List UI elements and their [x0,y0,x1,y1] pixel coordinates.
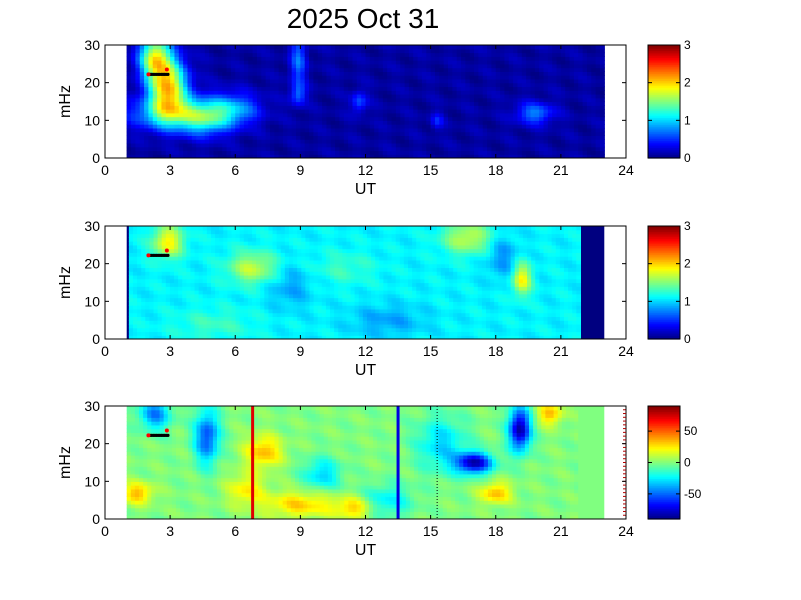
y-axis-label: mHz [57,446,74,479]
x-tick-label: 12 [358,162,374,178]
marker-point-red [146,72,151,77]
x-axis-label: UT [355,542,377,559]
x-tick-label: 15 [423,162,439,178]
panel-bottom: 0 3 6 9 12 15 18 21 24 0 10 20 30 UT mHz 50 0 -50 [57,398,702,559]
colorbar-tick-label: 50 [684,424,698,438]
x-tick-label: 18 [488,523,504,539]
heatmap [126,45,605,158]
colorbar-tick-label: 1 [684,113,691,127]
marker-point-red [146,433,151,438]
x-tick-label: 15 [423,523,439,539]
colorbar: 0 1 2 3 [647,38,691,165]
x-tick-label: 0 [101,343,109,359]
heatmap [126,226,605,339]
x-tick-label: 3 [166,343,174,359]
y-tick-label: 0 [92,511,100,527]
x-tick-label: 3 [166,523,174,539]
x-tick-label: 9 [296,162,304,178]
marker-point [166,433,170,437]
marker-point [166,72,170,76]
y-tick-label: 20 [84,256,100,272]
x-tick-label: 12 [358,523,374,539]
x-tick-label: 21 [553,343,569,359]
x-tick-label: 0 [101,162,109,178]
marker-point-red [164,248,169,253]
y-axis-label: mHz [57,266,74,299]
colorbar-tick-label: 1 [684,294,691,308]
flat-region [578,406,605,519]
x-tick-label: 6 [231,162,239,178]
x-tick-label: 3 [166,162,174,178]
colorbar-tick-label: 0 [684,151,691,165]
y-tick-label: 10 [84,112,100,128]
y-axis-label: mHz [57,85,74,118]
heatmap [126,406,605,519]
x-axis-label: UT [355,181,377,198]
x-tick-label: 15 [423,343,439,359]
colorbar: 0 1 2 3 [647,219,691,346]
x-tick-label: 6 [231,343,239,359]
x-tick-label: 18 [488,162,504,178]
marker-point-red [164,428,169,433]
x-tick-label: 12 [358,343,374,359]
y-tick-label: 10 [84,293,100,309]
y-tick-label: 20 [84,75,100,91]
colorbar-box [647,225,681,340]
colorbar-tick-label: 0 [684,456,691,470]
y-tick-label: 10 [84,473,100,489]
colorbar-tick-label: 3 [684,38,691,52]
x-tick-label: 9 [296,343,304,359]
x-tick-label: 9 [296,523,304,539]
marker-point [166,253,170,257]
colorbar: 50 0 -50 [647,405,702,520]
y-tick-label: 0 [92,150,100,166]
colorbar-tick-label: 2 [684,76,691,90]
x-tick-label: 24 [618,343,634,359]
marker-point-red [164,67,169,72]
marker-point-red [146,253,151,258]
x-tick-label: 0 [101,523,109,539]
colorbar-tick-label: -50 [684,487,702,501]
x-axis-label: UT [355,362,377,379]
figure-title: 2025 Oct 31 [287,3,440,34]
x-tick-label: 24 [618,162,634,178]
y-tick-label: 0 [92,331,100,347]
x-tick-label: 21 [553,523,569,539]
y-tick-label: 30 [84,218,100,234]
x-tick-label: 21 [553,162,569,178]
y-tick-label: 20 [84,436,100,452]
y-tick-label: 30 [84,398,100,414]
y-tick-label: 30 [84,37,100,53]
x-tick-label: 24 [618,523,634,539]
colorbar-box [647,44,681,159]
colorbar-tick-label: 2 [684,257,691,271]
colorbar-tick-label: 0 [684,332,691,346]
x-tick-label: 18 [488,343,504,359]
colorbar-tick-label: 3 [684,219,691,233]
x-tick-label: 6 [231,523,239,539]
